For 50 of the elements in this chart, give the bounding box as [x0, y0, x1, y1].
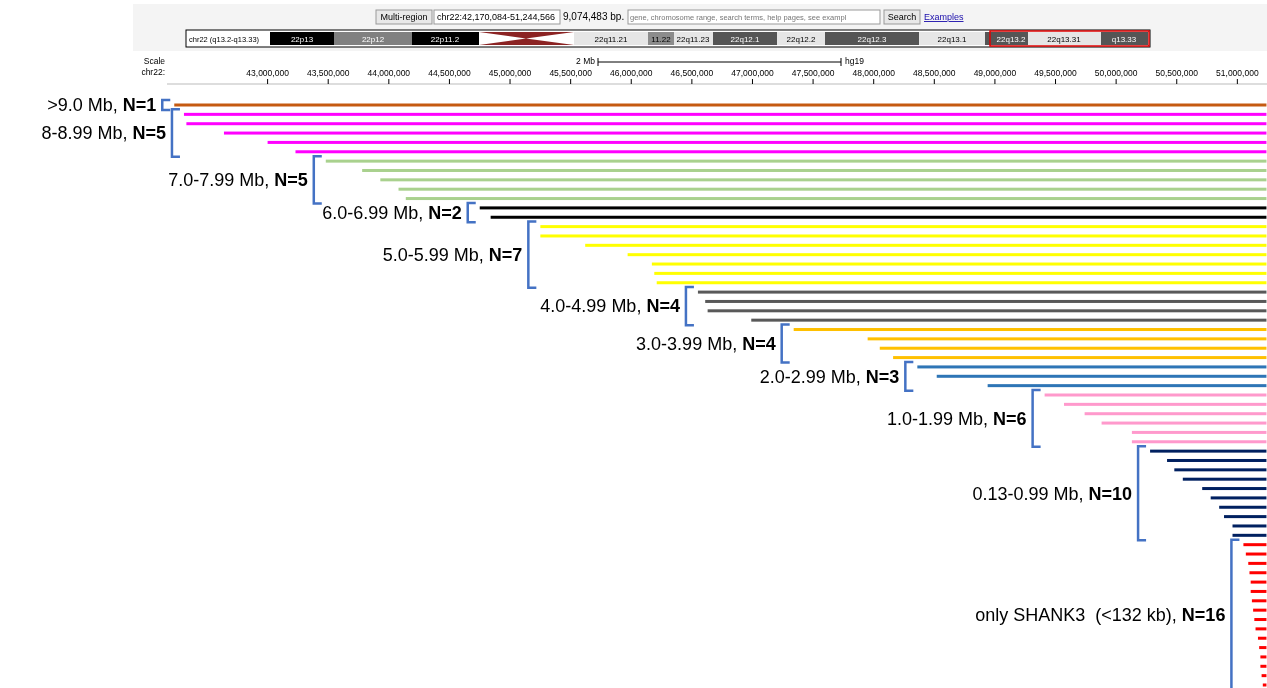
annotation: 0.13-0.99 Mb, N=10 [972, 483, 1133, 504]
annotation: 4.0-4.99 Mb, N=4 [540, 296, 680, 317]
text: 22p11.2 [430, 35, 460, 44]
text: 22p12 [361, 35, 385, 44]
text: 22q13.1 [937, 35, 968, 44]
x-tick-label: 51,000,000 [1216, 68, 1259, 78]
text: q13.33 [1111, 35, 1137, 44]
x-tick-label: 45,000,000 [488, 68, 532, 78]
text: 22q11.21 [594, 35, 628, 44]
text: 11.22 [651, 35, 672, 44]
x-tick-label: 44,000,000 [367, 68, 411, 78]
annotation: 3.0-3.99 Mb, N=4 [636, 333, 776, 354]
text: chr22:42,170,084-51,244,566 [437, 12, 556, 22]
x-tick-label: 46,000,000 [609, 68, 653, 78]
text: 22q12.2 [786, 35, 817, 44]
x-tick-label: 45,500,000 [549, 68, 593, 78]
x-tick-label: 49,500,000 [1034, 68, 1078, 78]
text: Search [887, 12, 917, 22]
text: 8-8.99 Mb, N=5 [41, 123, 166, 144]
x-tick-label: 44,500,000 [428, 68, 471, 78]
x-tick-label: 43,000,000 [246, 68, 290, 78]
text: 22p13 [290, 35, 314, 44]
text: 22q13.2 [996, 35, 1027, 44]
x-tick-label: 48,500,000 [913, 68, 956, 78]
text: 22q11.23 [676, 35, 710, 44]
x-tick-label: 47,000,000 [731, 68, 775, 78]
text: Scale [143, 56, 166, 66]
x-tick-label: 47,500,000 [791, 68, 835, 78]
text: 9,074,483 bp. [563, 11, 625, 22]
text: Examples [924, 12, 965, 22]
text: 22q12.3 [857, 35, 888, 44]
x-tick-label: 46,500,000 [670, 68, 714, 78]
annotation: 1.0-1.99 Mb, N=6 [887, 408, 1027, 429]
x-tick-label: 48,000,000 [852, 68, 896, 78]
x-tick-label: 43,500,000 [306, 68, 350, 78]
text: Multi-region [380, 12, 428, 22]
annotation: 6.0-6.99 Mb, N=2 [322, 202, 462, 223]
x-tick-label: 49,000,000 [973, 68, 1017, 78]
text: chr22: [141, 67, 165, 77]
text: hg19 [845, 56, 865, 66]
annotation: only SHANK3 (<132 kb), N=16 [975, 605, 1226, 626]
x-tick-label: 50,000,000 [1094, 68, 1138, 78]
x-tick-label: 50,500,000 [1155, 68, 1199, 78]
text: 22q13.31 [1047, 35, 1082, 44]
text: >9.0 Mb, N=1 [47, 95, 157, 116]
text: 22q12.1 [730, 35, 761, 44]
annotation: 5.0-5.99 Mb, N=7 [382, 244, 523, 265]
annotation: 7.0-7.99 Mb, N=5 [168, 170, 308, 191]
text: 2 Mb [576, 56, 596, 66]
annotation: 2.0-2.99 Mb, N=3 [759, 366, 900, 387]
